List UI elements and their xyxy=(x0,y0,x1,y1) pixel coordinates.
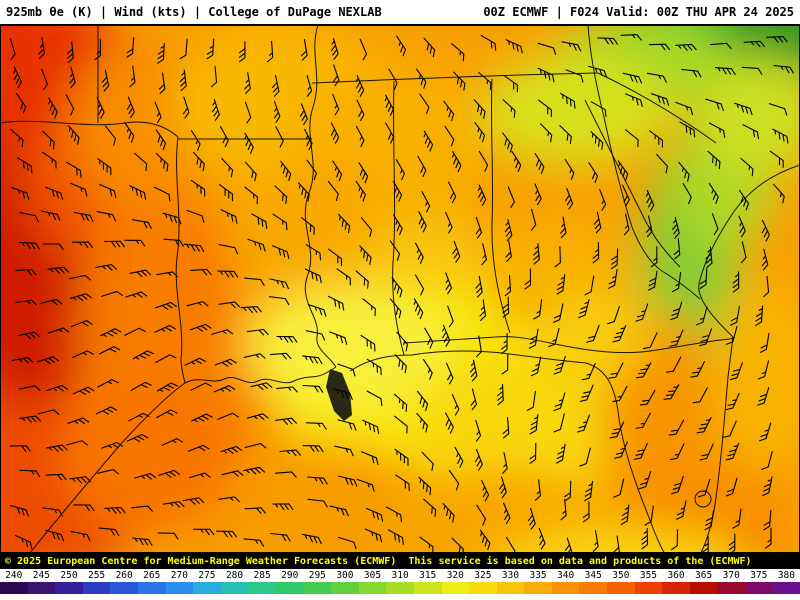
colorbar-tick-label: 245 xyxy=(32,570,50,581)
colorbar-tick-label: 275 xyxy=(198,570,216,581)
colorbar-tick-label: 335 xyxy=(529,570,547,581)
colorbar-tick-label: 240 xyxy=(5,570,23,581)
colorbar-swatch xyxy=(386,582,414,594)
colorbar-tick-label: 375 xyxy=(750,570,768,581)
colorbar-tick-label: 345 xyxy=(584,570,602,581)
colorbar-swatch xyxy=(137,582,166,594)
mississippi-delta xyxy=(326,369,352,421)
colorbar-swatch xyxy=(413,582,442,594)
colorbar-swatch xyxy=(662,582,690,594)
colorbar-swatch xyxy=(579,582,608,594)
colorbar-swatch xyxy=(551,582,580,594)
colorbar-swatch xyxy=(689,582,718,594)
colorbar-swatch xyxy=(303,582,332,594)
model-run-info: 00Z ECMWF | F024 Valid: 00Z THU APR 24 2… xyxy=(483,5,794,19)
colorbar-tick-label: 280 xyxy=(225,570,244,581)
colorbar-tick-label: 350 xyxy=(612,570,630,581)
colorbar-tick-label: 295 xyxy=(308,570,326,581)
colorbar-tick-label: 255 xyxy=(87,570,106,581)
colorbar-swatch xyxy=(441,582,470,594)
colorbar-swatch xyxy=(469,582,497,594)
colorbar-tick-label: 290 xyxy=(281,570,299,581)
colorbar-tick-label: 325 xyxy=(474,570,492,581)
map-canvas xyxy=(0,25,800,553)
colorbar-swatch xyxy=(165,582,194,594)
colorbar-tick-label: 285 xyxy=(253,570,271,581)
colorbar-tick-label: 330 xyxy=(501,570,520,581)
colorbar-tick-label: 370 xyxy=(722,570,740,581)
colorbar-swatch xyxy=(55,582,83,594)
colorbar-tick-label: 265 xyxy=(143,570,161,581)
colorbar-tick-label: 250 xyxy=(60,570,78,581)
weather-map xyxy=(0,25,800,553)
colorbar-swatch xyxy=(27,582,56,594)
colorbar-tick-label: 340 xyxy=(557,570,575,581)
wind-barbs xyxy=(9,34,794,553)
colorbar-labels: 240 245 250 255 260 265 270 275 280 285 290 295 300 3… xyxy=(0,569,800,582)
colorbar-swatch xyxy=(358,582,387,594)
colorbar-swatch xyxy=(331,582,359,594)
colorbar-swatch xyxy=(496,582,525,594)
colorbar-swatch xyxy=(524,582,552,594)
colorbar-tick-label: 360 xyxy=(667,570,685,581)
colorbar-tick-label: 315 xyxy=(419,570,437,581)
colorbar-tick-label: 270 xyxy=(170,570,188,581)
colorbar-tick-label: 260 xyxy=(115,570,133,581)
colorbar-tick-label: 380 xyxy=(777,570,795,581)
colorbar-swatch xyxy=(607,582,635,594)
colorbar-tick-label: 365 xyxy=(695,570,713,581)
colorbar-swatch xyxy=(193,582,221,594)
colorbar-tick-label: 310 xyxy=(391,570,409,581)
colorbar-tick-label: 320 xyxy=(446,570,464,581)
colorbar-swatch xyxy=(275,582,304,594)
colorbar-swatch xyxy=(248,582,276,594)
colorbar-swatch xyxy=(110,582,138,594)
colorbar-swatch xyxy=(717,582,746,594)
colorbar-swatches xyxy=(0,582,800,594)
colorbar-tick-label: 305 xyxy=(363,570,382,581)
colorbar-tick-label: 355 xyxy=(639,570,658,581)
colorbar-swatch xyxy=(0,582,28,594)
bottom-margin xyxy=(0,594,800,600)
colorbar-swatch xyxy=(745,582,773,594)
colorbar-swatch xyxy=(772,582,800,594)
colorbar-tick-label: 300 xyxy=(336,570,354,581)
colorbar-swatch xyxy=(634,582,663,594)
product-title: 925mb θe (K) | Wind (kts) | College of D… xyxy=(6,5,382,19)
colorbar-swatch xyxy=(82,582,111,594)
colorbar-swatch xyxy=(220,582,249,594)
copyright-bar: © 2025 European Centre for Medium-Range … xyxy=(0,553,800,569)
copyright-text: © 2025 European Centre for Medium-Range … xyxy=(5,555,752,567)
title-bar: 925mb θe (K) | Wind (kts) | College of D… xyxy=(0,0,800,25)
